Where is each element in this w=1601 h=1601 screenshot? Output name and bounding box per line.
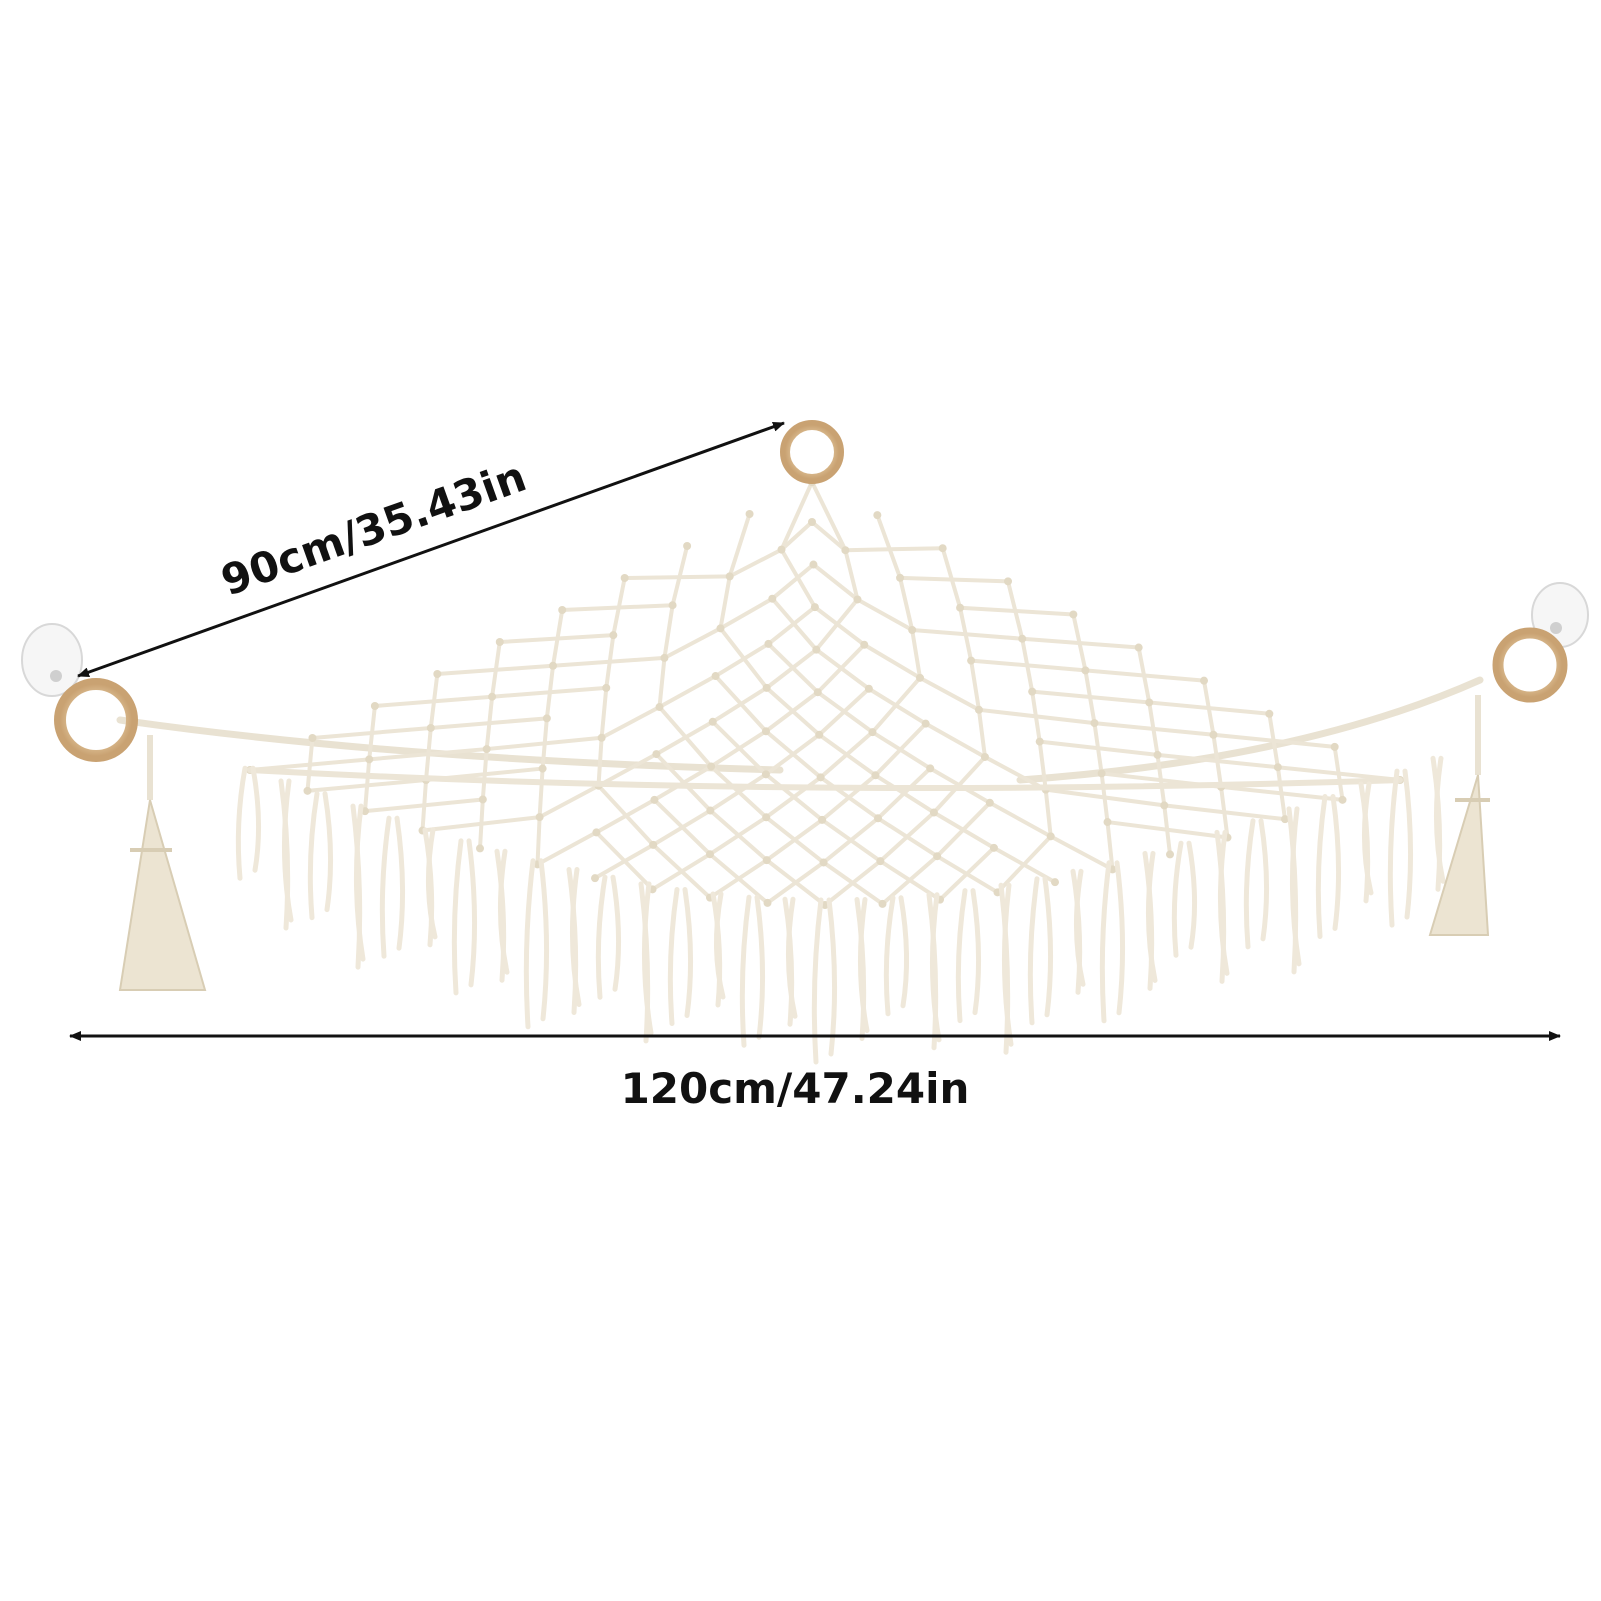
fringe-tassels xyxy=(235,755,1446,1065)
diagonal-dimension-label: 90cm/35.43in xyxy=(215,452,532,606)
right-wooden-ring-icon xyxy=(1492,627,1568,703)
left-wooden-ring-icon xyxy=(54,678,138,762)
macrame-net xyxy=(246,478,1404,909)
right-tassel-icon xyxy=(1428,695,1490,936)
diagonal-dimension-arrow xyxy=(77,421,785,678)
top-wooden-ring-icon xyxy=(780,420,844,484)
right-wall-hook-icon xyxy=(1531,582,1589,648)
left-tassel-icon xyxy=(118,735,207,991)
width-dimension-label: 120cm/47.24in xyxy=(621,1064,970,1113)
